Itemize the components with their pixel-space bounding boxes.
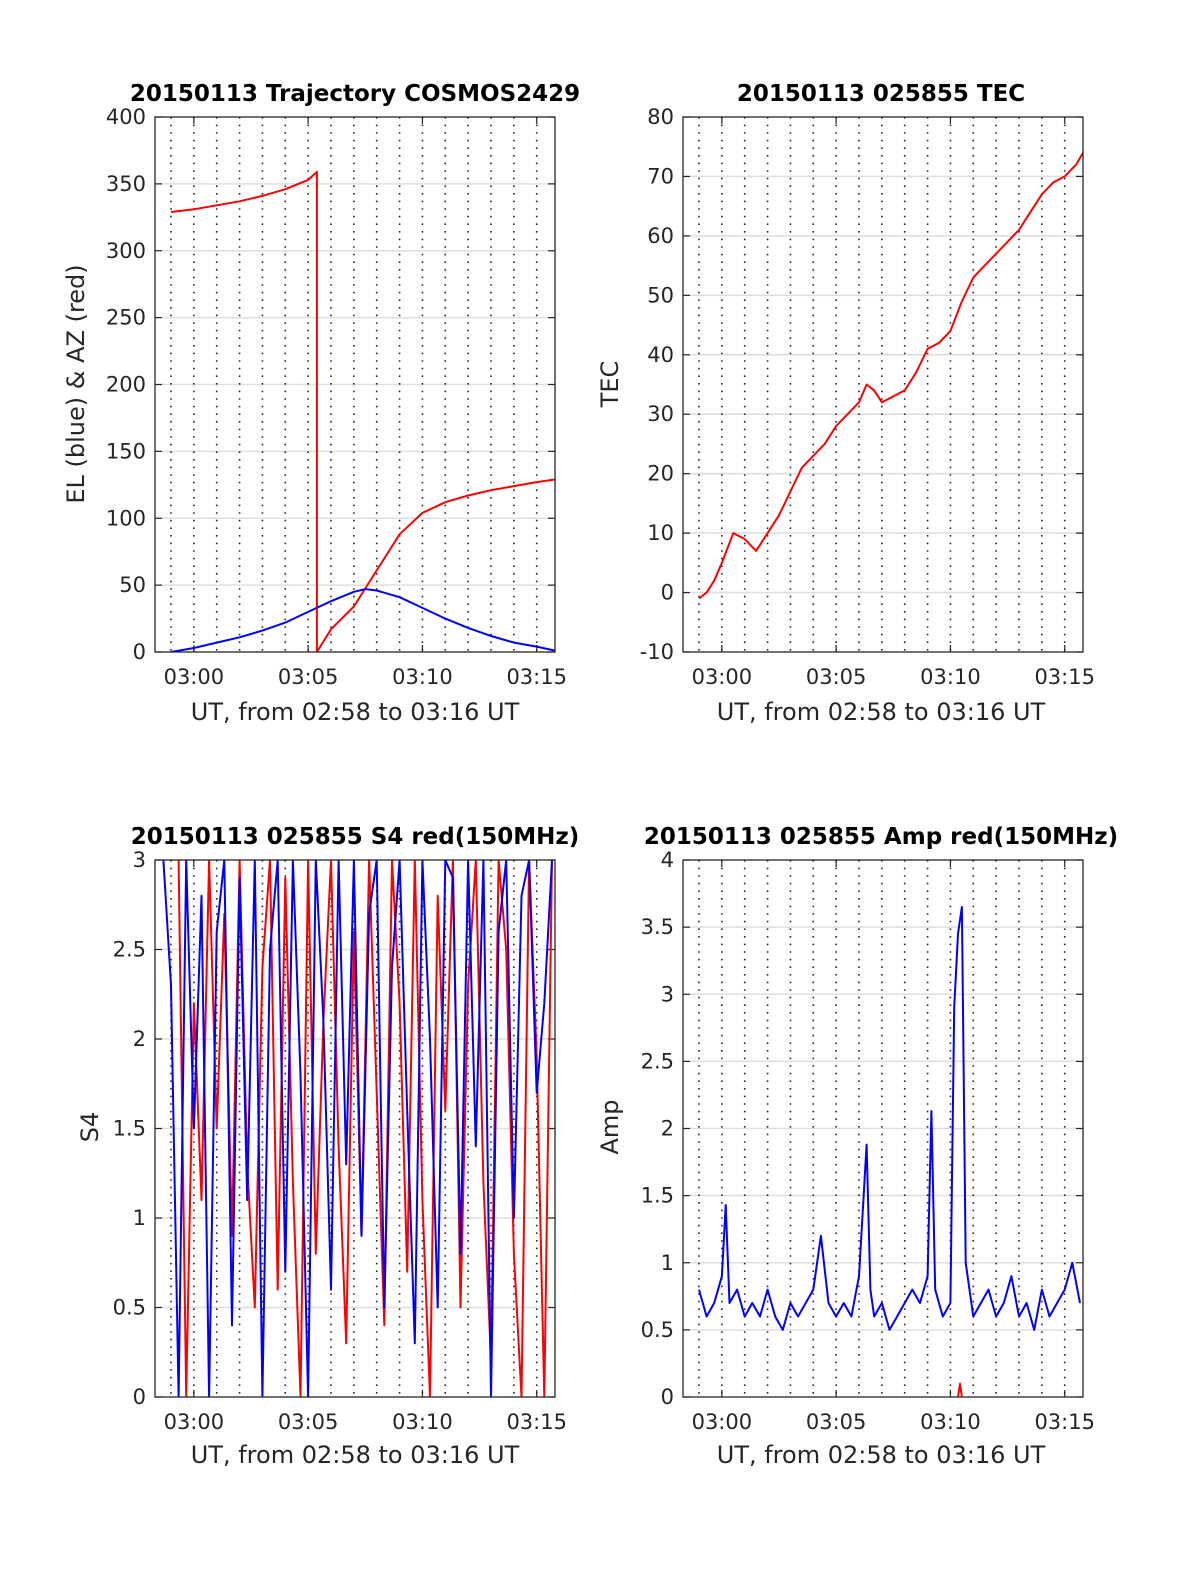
x-axis-label: UT, from 02:58 to 03:16 UT bbox=[717, 698, 1046, 726]
panel-tec: -10 0 10 20 30 40 50 60 70 80 03:00 03:05 03:10 03:15… bbox=[596, 81, 1095, 726]
x-tick-label: 03:00 bbox=[692, 665, 753, 689]
plot-frame bbox=[154, 859, 556, 1398]
y-tick-label: 1.5 bbox=[113, 1117, 146, 1141]
y-tick-label: -10 bbox=[640, 640, 674, 664]
x-tick-label: 03:00 bbox=[164, 1410, 225, 1434]
panel-trajectory: 0 50 100 150 200 250 300 350 400 03:00 03:05 03:10 0… bbox=[62, 81, 580, 726]
y-axis-label: TEC bbox=[596, 361, 624, 409]
plot-area: 0 50 100 150 200 250 300 350 400 03:00 03:05 03:10 0… bbox=[106, 105, 567, 689]
y-tick-label: 2.5 bbox=[113, 938, 146, 962]
series-line-blue bbox=[162, 860, 553, 1397]
plot-area: 0 0.5 1 1.5 2 2.5 3 3.5 4 03:00 03:05 03:10 03:15 bbox=[641, 848, 1095, 1434]
y-tick-label: 400 bbox=[106, 105, 146, 129]
y-tick-label: 1 bbox=[661, 1251, 674, 1275]
y-tick-label: 0 bbox=[133, 640, 146, 664]
series-line-red bbox=[170, 170, 555, 652]
y-tick-label: 3.5 bbox=[641, 915, 674, 939]
y-tick-label: 2 bbox=[133, 1027, 146, 1051]
x-tick-label: 03:00 bbox=[692, 1410, 753, 1434]
plot-frame bbox=[154, 116, 556, 653]
x-tick-label: 03:05 bbox=[278, 665, 339, 689]
y-tick-label: 0 bbox=[661, 1385, 674, 1409]
y-tick-label: 100 bbox=[106, 506, 146, 530]
chart-title: 20150113 025855 TEC bbox=[737, 81, 1025, 107]
y-tick-label: 1.5 bbox=[641, 1184, 674, 1208]
x-tick-label: 03:05 bbox=[806, 665, 867, 689]
x-tick-label: 03:05 bbox=[278, 1410, 339, 1434]
y-tick-label: 0 bbox=[661, 581, 674, 605]
x-tick-label: 03:15 bbox=[1034, 665, 1095, 689]
series-line-blue bbox=[170, 588, 555, 652]
x-tick-label: 03:10 bbox=[392, 1410, 453, 1434]
x-tick-label: 03:00 bbox=[164, 665, 225, 689]
y-tick-label: 80 bbox=[647, 105, 674, 129]
y-tick-label: 40 bbox=[647, 343, 674, 367]
y-tick-label: 300 bbox=[106, 239, 146, 263]
panel-s4: 0 0.5 1 1.5 2 2.5 3 03:00 03:05 03:10 03:15 201501… bbox=[76, 824, 579, 1469]
plot-frame bbox=[682, 116, 1084, 653]
y-tick-label: 0 bbox=[133, 1385, 146, 1409]
x-tick-label: 03:05 bbox=[806, 1410, 867, 1434]
series-line-blue bbox=[698, 906, 1081, 1331]
x-axis-label: UT, from 02:58 to 03:16 UT bbox=[191, 1441, 520, 1469]
y-axis-label: Amp bbox=[596, 1099, 624, 1154]
y-tick-label: 3 bbox=[661, 982, 674, 1006]
y-tick-label: 2.5 bbox=[641, 1049, 674, 1073]
y-tick-label: 10 bbox=[647, 521, 674, 545]
y-tick-label: 1 bbox=[133, 1206, 146, 1230]
x-tick-label: 03:10 bbox=[920, 1410, 981, 1434]
y-tick-label: 2 bbox=[661, 1117, 674, 1141]
chart-title: 20150113 025855 S4 red(150MHz) bbox=[131, 824, 580, 850]
x-tick-label: 03:15 bbox=[506, 1410, 567, 1434]
y-axis-label: S4 bbox=[76, 1112, 104, 1143]
series-line-red bbox=[957, 1382, 963, 1397]
plot-area: -10 0 10 20 30 40 50 60 70 80 03:00 03:05 03:10 03:15 bbox=[640, 105, 1095, 689]
y-tick-label: 200 bbox=[106, 373, 146, 397]
x-tick-label: 03:15 bbox=[506, 665, 567, 689]
plot-area: 0 0.5 1 1.5 2 2.5 3 03:00 03:05 03:10 03:15 bbox=[113, 848, 567, 1434]
y-tick-label: 30 bbox=[647, 402, 674, 426]
y-tick-label: 50 bbox=[647, 283, 674, 307]
y-tick-label: 20 bbox=[647, 462, 674, 486]
y-tick-label: 60 bbox=[647, 224, 674, 248]
y-tick-label: 0.5 bbox=[113, 1296, 146, 1320]
x-axis-label: UT, from 02:58 to 03:16 UT bbox=[191, 698, 520, 726]
series-line-red bbox=[698, 152, 1083, 600]
panel-amp: 0 0.5 1 1.5 2 2.5 3 3.5 4 03:00 03:05 03:10 03:15 20… bbox=[596, 824, 1118, 1469]
y-tick-label: 0.5 bbox=[641, 1318, 674, 1342]
chart-title: 20150113 Trajectory COSMOS2429 bbox=[130, 81, 580, 107]
y-tick-label: 350 bbox=[106, 172, 146, 196]
y-axis-label: EL (blue) & AZ (red) bbox=[62, 264, 90, 503]
y-tick-label: 150 bbox=[106, 439, 146, 463]
y-tick-label: 4 bbox=[661, 848, 674, 872]
plot-frame bbox=[682, 859, 1084, 1398]
x-axis-label: UT, from 02:58 to 03:16 UT bbox=[717, 1441, 1046, 1469]
x-tick-label: 03:10 bbox=[392, 665, 453, 689]
y-tick-label: 70 bbox=[647, 164, 674, 188]
x-tick-label: 03:10 bbox=[920, 665, 981, 689]
y-tick-label: 50 bbox=[119, 573, 146, 597]
x-tick-label: 03:15 bbox=[1034, 1410, 1095, 1434]
y-tick-label: 250 bbox=[106, 306, 146, 330]
chart-title: 20150113 025855 Amp red(150MHz) bbox=[644, 824, 1118, 850]
y-tick-label: 3 bbox=[133, 848, 146, 872]
